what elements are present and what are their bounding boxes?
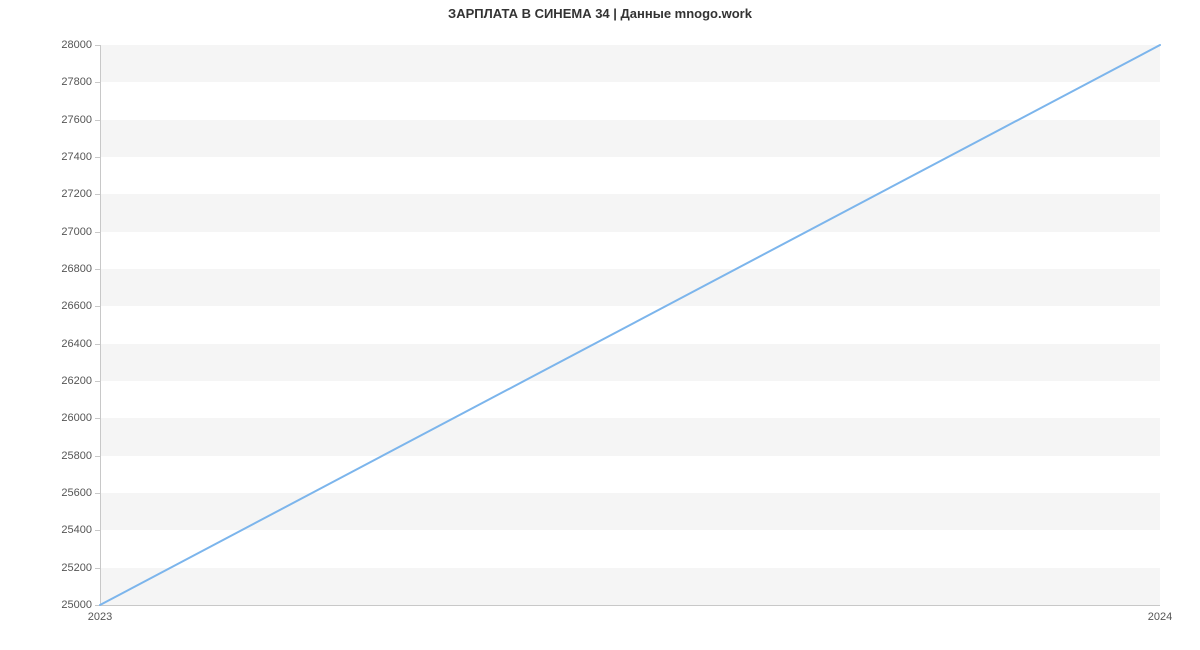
x-tick-label: 2023 (88, 605, 112, 623)
chart-title: ЗАРПЛАТА В СИНЕМА 34 | Данные mnogo.work (0, 6, 1200, 21)
plot-area: 2500025200254002560025800260002620026400… (100, 45, 1160, 605)
series-layer (100, 45, 1160, 605)
series-line-salary (100, 45, 1160, 605)
x-tick-label: 2024 (1148, 605, 1172, 623)
salary-line-chart: ЗАРПЛАТА В СИНЕМА 34 | Данные mnogo.work… (0, 0, 1200, 650)
x-axis-line (100, 605, 1160, 606)
